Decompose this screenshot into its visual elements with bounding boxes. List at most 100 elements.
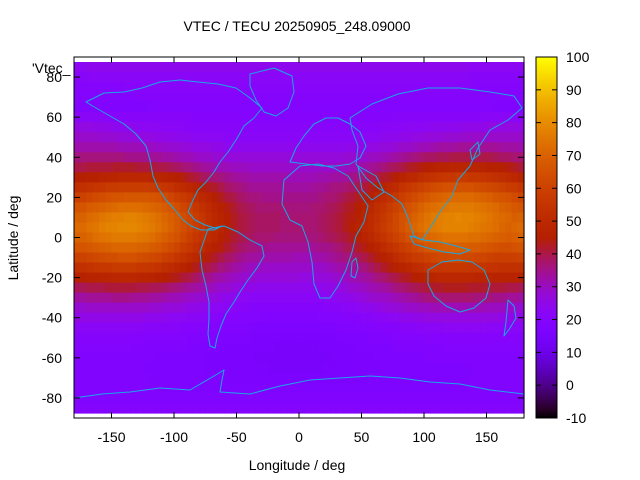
heatmap-cell	[292, 202, 300, 214]
heatmap-cell	[474, 152, 481, 163]
heatmap-cell	[111, 162, 119, 173]
heatmap-cell	[149, 392, 156, 404]
heatmap-cell	[180, 262, 188, 274]
heatmap-cell	[386, 332, 394, 344]
coastline-madagascar	[350, 257, 359, 279]
heatmap-cell	[261, 202, 269, 214]
heatmap-cell	[74, 322, 81, 334]
heatmap-cell	[442, 112, 450, 123]
heatmap-cell	[130, 402, 138, 414]
heatmap-cell	[211, 152, 219, 163]
heatmap-cell	[461, 402, 469, 414]
heatmap-cell	[124, 272, 131, 284]
heatmap-cell	[192, 92, 200, 103]
x-tick-label: 50	[354, 429, 370, 445]
heatmap-cell	[142, 172, 150, 183]
heatmap-cell	[311, 402, 319, 414]
heatmap-cell	[199, 252, 206, 264]
heatmap-cell	[386, 322, 394, 334]
heatmap-cell	[361, 252, 369, 264]
heatmap-cell	[99, 112, 106, 123]
heatmap-cell	[161, 202, 169, 214]
heatmap-cell	[511, 322, 519, 334]
heatmap-cell	[105, 172, 113, 183]
heatmap-cell	[86, 162, 94, 173]
heatmap-cell	[124, 322, 131, 334]
heatmap-cell	[430, 342, 438, 354]
heatmap-cell	[442, 322, 450, 334]
heatmap-cell	[74, 282, 81, 294]
heatmap-cell	[405, 362, 413, 374]
heatmap-cell	[461, 202, 469, 214]
heatmap-cell	[205, 402, 213, 414]
heatmap-cell	[161, 102, 169, 113]
heatmap-cell	[424, 302, 431, 314]
heatmap-cell	[349, 212, 356, 224]
heatmap-cell	[274, 232, 281, 244]
heatmap-cell	[92, 132, 100, 143]
heatmap-cell	[330, 202, 338, 214]
heatmap-cell	[105, 372, 113, 384]
heatmap-cell	[80, 62, 88, 73]
heatmap-cell	[155, 62, 163, 73]
heatmap-cells	[74, 62, 525, 414]
heatmap-cell	[255, 242, 263, 254]
heatmap-cell	[455, 172, 463, 183]
heatmap-cell	[167, 202, 175, 214]
heatmap-cell	[192, 142, 200, 153]
heatmap-cell	[474, 162, 481, 173]
heatmap-cell	[417, 272, 425, 284]
heatmap-cell	[399, 62, 406, 73]
heatmap-cell	[267, 92, 275, 103]
heatmap-cell	[180, 182, 188, 193]
heatmap-cell	[361, 312, 369, 324]
heatmap-cell	[199, 242, 206, 254]
heatmap-cell	[411, 332, 419, 344]
heatmap-cell	[267, 342, 275, 354]
heatmap-cell	[249, 352, 256, 364]
heatmap-cell	[511, 402, 519, 414]
heatmap-cell	[180, 162, 188, 173]
heatmap-cell	[467, 402, 475, 414]
heatmap-cell	[117, 312, 125, 324]
heatmap-cell	[292, 122, 300, 133]
heatmap-cell	[467, 222, 475, 234]
heatmap-cell	[161, 352, 169, 364]
heatmap-cell	[342, 292, 350, 304]
heatmap-cell	[336, 382, 344, 394]
heatmap-cell	[136, 372, 144, 384]
heatmap-cell	[224, 282, 231, 294]
heatmap-cell	[92, 182, 100, 193]
heatmap-cell	[417, 242, 425, 254]
heatmap-cell	[80, 72, 88, 83]
heatmap-cell	[274, 362, 281, 374]
heatmap-cell	[511, 132, 519, 143]
heatmap-cell	[442, 222, 450, 234]
heatmap-cell	[292, 252, 300, 264]
heatmap-cell	[255, 172, 263, 183]
heatmap-cell	[136, 402, 144, 414]
heatmap-cell	[80, 162, 88, 173]
heatmap-cell	[336, 222, 344, 234]
heatmap-cell	[124, 302, 131, 314]
heatmap-cell	[349, 272, 356, 284]
heatmap-cell	[417, 292, 425, 304]
heatmap-cell	[405, 402, 413, 414]
heatmap-cell	[449, 212, 456, 224]
heatmap-cell	[424, 112, 431, 123]
heatmap-cell	[411, 212, 419, 224]
heatmap-cell	[505, 402, 513, 414]
heatmap-cell	[324, 342, 331, 354]
heatmap-cell	[117, 242, 125, 254]
heatmap-cell	[355, 302, 363, 314]
heatmap-cell	[305, 72, 313, 83]
heatmap-cell	[455, 102, 463, 113]
heatmap-cell	[436, 62, 444, 73]
heatmap-cell	[224, 312, 231, 324]
heatmap-cell	[361, 152, 369, 163]
heatmap-cell	[205, 152, 213, 163]
heatmap-cell	[505, 102, 513, 113]
heatmap-cell	[255, 72, 263, 83]
heatmap-cell	[249, 82, 256, 93]
heatmap-cell	[417, 372, 425, 384]
